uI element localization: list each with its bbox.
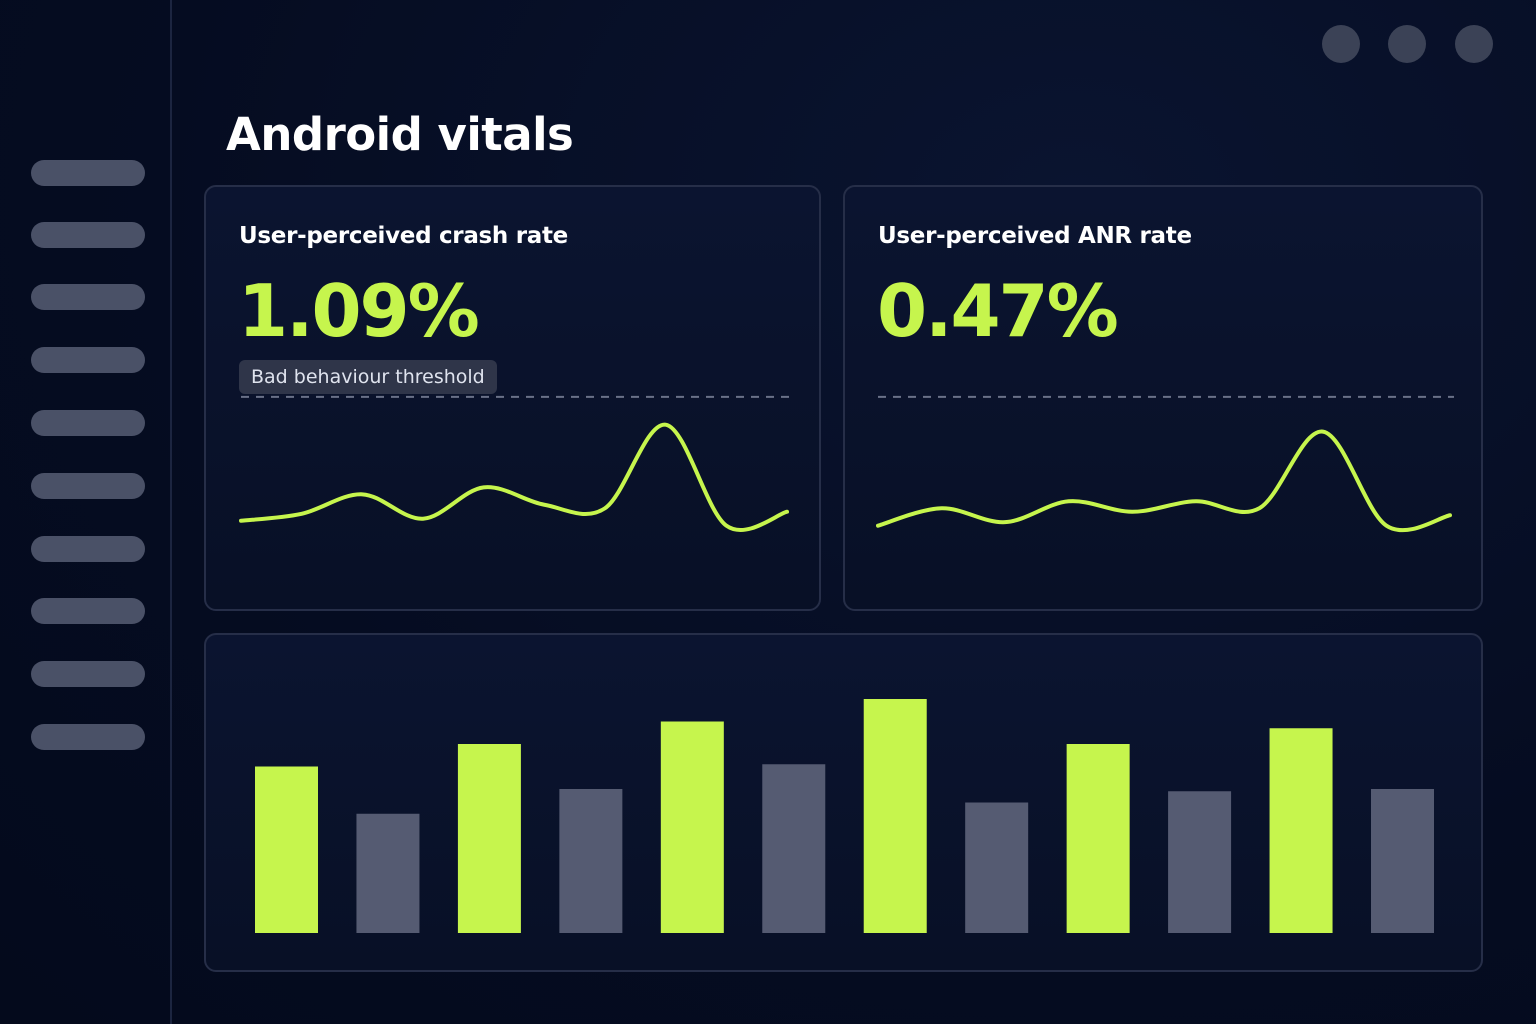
bar-3[interactable] bbox=[457, 744, 521, 933]
bar-8[interactable] bbox=[965, 802, 1029, 934]
sidebar-item-2[interactable] bbox=[31, 222, 145, 248]
bar-9[interactable] bbox=[1066, 744, 1130, 933]
bar-chart-card[interactable] bbox=[204, 633, 1483, 972]
crash-rate-card[interactable]: User-perceived crash rate 1.09% Bad beha… bbox=[204, 185, 821, 611]
sidebar-item-4[interactable] bbox=[31, 347, 145, 373]
anr-rate-sparkline bbox=[876, 395, 1454, 533]
page-title: Android vitals bbox=[226, 108, 574, 161]
crash-rate-sparkline bbox=[239, 395, 791, 533]
window-control-1[interactable] bbox=[1322, 25, 1360, 63]
window-control-3[interactable] bbox=[1455, 25, 1493, 63]
bar-11[interactable] bbox=[1269, 728, 1333, 933]
bar-5[interactable] bbox=[660, 721, 724, 934]
bar-2[interactable] bbox=[356, 813, 420, 933]
bar-7[interactable] bbox=[863, 699, 927, 933]
crash-rate-series-line bbox=[239, 422, 789, 533]
sidebar-item-10[interactable] bbox=[31, 724, 145, 750]
sidebar-item-7[interactable] bbox=[31, 536, 145, 562]
sidebar bbox=[0, 0, 172, 1024]
crash-rate-value: 1.09% bbox=[238, 269, 480, 353]
window-control-2[interactable] bbox=[1388, 25, 1426, 63]
bad-behaviour-threshold-chip: Bad behaviour threshold bbox=[239, 360, 497, 394]
bar-10[interactable] bbox=[1168, 791, 1232, 933]
bar-6[interactable] bbox=[762, 764, 826, 933]
sidebar-item-1[interactable] bbox=[31, 160, 145, 186]
bar-1[interactable] bbox=[255, 766, 318, 934]
sidebar-item-3[interactable] bbox=[31, 284, 145, 310]
anr-rate-series-line bbox=[876, 429, 1452, 533]
anr-rate-value: 0.47% bbox=[877, 269, 1119, 353]
anr-rate-card[interactable]: User-perceived ANR rate 0.47% bbox=[843, 185, 1483, 611]
bar-4[interactable] bbox=[559, 789, 623, 933]
bar-12[interactable] bbox=[1371, 789, 1434, 933]
bar-chart bbox=[255, 699, 1434, 934]
sidebar-item-8[interactable] bbox=[31, 598, 145, 624]
crash-rate-title: User-perceived crash rate bbox=[239, 223, 568, 249]
sidebar-item-9[interactable] bbox=[31, 661, 145, 687]
sidebar-item-6[interactable] bbox=[31, 473, 145, 499]
sidebar-item-5[interactable] bbox=[31, 410, 145, 436]
anr-rate-title: User-perceived ANR rate bbox=[878, 223, 1192, 249]
